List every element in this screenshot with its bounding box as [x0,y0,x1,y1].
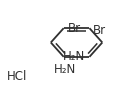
Text: H₂N: H₂N [54,63,76,76]
Text: Br: Br [68,22,81,35]
Text: HCl: HCl [7,70,27,83]
Text: Br: Br [93,24,106,37]
Text: H₂N: H₂N [63,50,86,63]
